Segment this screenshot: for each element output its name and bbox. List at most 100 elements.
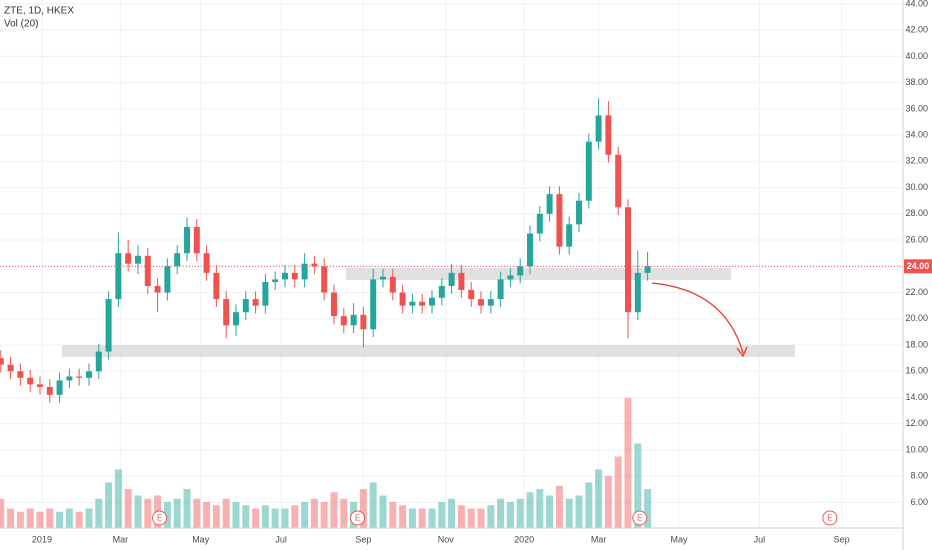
candle-body [183, 226, 190, 254]
last-price-tag [904, 259, 932, 274]
candle-body [281, 272, 288, 280]
x-tick-label: May [192, 534, 210, 544]
volume-bar [369, 482, 377, 528]
y-tick-label: 30.00 [905, 182, 928, 192]
candle-body [203, 253, 210, 273]
candle-body [546, 194, 553, 214]
candle-body [105, 299, 112, 352]
candle-body [7, 364, 14, 372]
candle-body [468, 289, 475, 300]
x-tick-label: Jul [275, 534, 287, 544]
y-tick-label: 10.00 [905, 444, 928, 454]
volume-bar [526, 492, 534, 528]
y-tick-label: 44.00 [905, 0, 928, 8]
candle-body [164, 266, 171, 293]
volume-bar [301, 502, 309, 528]
arrow-head [736, 346, 748, 358]
last-price-label: 24.00 [907, 261, 930, 271]
volume-bar [555, 485, 563, 528]
candle-body [477, 299, 484, 306]
candle-body [272, 279, 279, 283]
earnings-label: E [827, 514, 832, 523]
candle-body [566, 224, 573, 247]
candle-body [115, 253, 122, 300]
y-tick-label: 22.00 [905, 287, 928, 297]
y-tick-label: 16.00 [905, 366, 928, 376]
volume-bar [595, 469, 603, 528]
volume-bar [242, 505, 250, 528]
candle-body [66, 376, 73, 381]
candles [0, 98, 651, 403]
volume-bar [340, 498, 348, 528]
earnings-label: E [355, 514, 360, 523]
candle-body [409, 301, 416, 306]
candle-body [174, 253, 181, 267]
volume-bar [95, 498, 103, 528]
y-tick-label: 36.00 [905, 103, 928, 113]
projection-arrow [651, 282, 744, 354]
volume-bar [565, 498, 573, 528]
candle-body [242, 299, 249, 313]
volume-bar [320, 502, 328, 528]
candle-body [301, 263, 308, 280]
volume-pane [0, 398, 652, 528]
volume-bar [36, 511, 44, 528]
candle-body [0, 358, 4, 365]
candle-body [27, 377, 34, 385]
candle-body [517, 266, 524, 276]
volume-bar [467, 508, 475, 528]
candle-body [350, 314, 357, 326]
volume-bar [193, 498, 201, 528]
candle-body [125, 253, 132, 264]
candle-body [527, 233, 534, 267]
volume-bar [546, 495, 554, 528]
volume-bar [428, 508, 436, 528]
earnings-label: E [637, 514, 642, 523]
earnings-marker [350, 510, 366, 526]
volume-bar [183, 489, 191, 528]
volume-bar [418, 508, 426, 528]
candle-body [458, 272, 465, 290]
volume-bar [75, 511, 83, 528]
candle-body [232, 312, 239, 326]
candle-body [144, 255, 151, 286]
volume-bar [0, 498, 5, 528]
volume-bar [399, 505, 407, 528]
x-tick-label: Mar [113, 534, 129, 544]
chart-title: ZTE, 1D, HKEX [4, 6, 74, 17]
y-tick-label: 18.00 [905, 339, 928, 349]
candle-body [595, 115, 602, 142]
volume-bar [634, 443, 642, 528]
volume-label: Vol (20) [4, 19, 38, 30]
x-tick-label: Sep [834, 534, 850, 544]
volume-bar [56, 511, 64, 528]
candle-body [615, 154, 622, 208]
volume-bar [261, 505, 269, 528]
volume-bar [585, 482, 593, 528]
x-tick-label: May [670, 534, 688, 544]
y-tick-label: 28.00 [905, 208, 928, 218]
volume-bar [497, 498, 505, 528]
volume-bar [232, 502, 240, 528]
candle-body [311, 263, 318, 267]
candle-body [448, 272, 455, 286]
volume-bar [222, 498, 230, 528]
candle-body [340, 316, 347, 326]
candle-body [17, 371, 24, 378]
volume-bar [65, 508, 73, 528]
x-tick-label: 2020 [514, 534, 534, 544]
candle-body [321, 266, 328, 293]
candle-body [291, 272, 298, 280]
volume-bar [575, 495, 583, 528]
volume-bar [281, 508, 289, 528]
x-tick-label: Nov [438, 534, 455, 544]
volume-bar [438, 502, 446, 528]
resistance-zone [346, 268, 731, 280]
x-tick-label: Sep [355, 534, 371, 544]
y-tick-label: 26.00 [905, 234, 928, 244]
y-tick-label: 8.00 [910, 471, 928, 481]
volume-bar [105, 482, 113, 528]
